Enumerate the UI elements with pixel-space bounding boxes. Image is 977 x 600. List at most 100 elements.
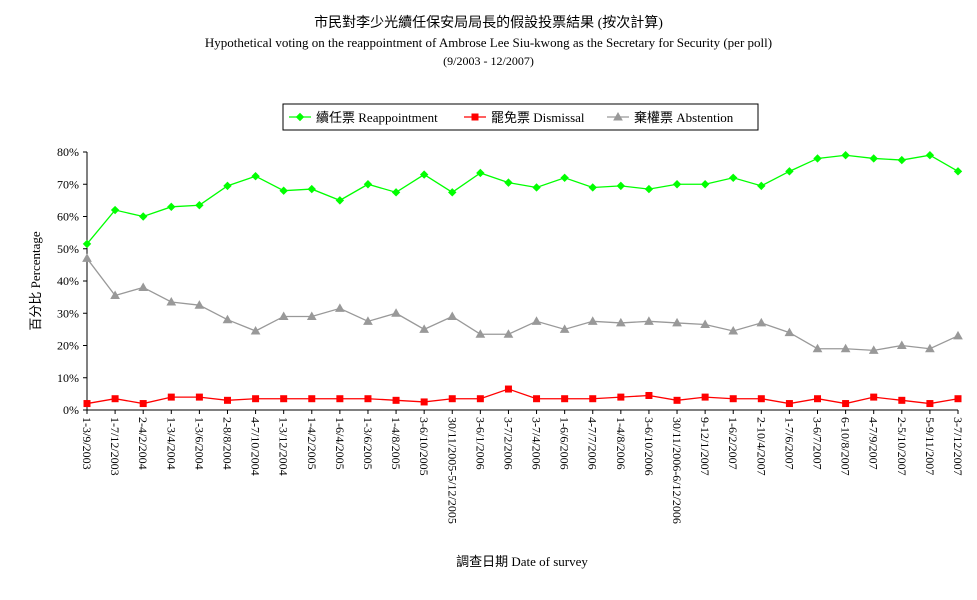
x-tick-label: 30/11/2006-6/12/2006 (670, 417, 684, 524)
data-point (250, 325, 261, 335)
data-point (167, 202, 176, 212)
x-tick-label: 3-7/4/2006 (530, 417, 544, 470)
data-point (785, 400, 793, 408)
data-point (785, 167, 794, 176)
y-tick-label: 80% (57, 145, 79, 159)
x-tick-label: 2-8/8/2004 (220, 417, 234, 470)
data-point (82, 253, 92, 262)
x-tick-label: 5-9/11/2007 (923, 417, 937, 475)
data-point (110, 290, 120, 300)
data-point (419, 324, 430, 333)
x-tick-labels: 1-3/9/2003 1-7/12/2003 2-4/2/2004 1-3/4/200… (80, 417, 965, 524)
y-tick-label: 70% (57, 177, 79, 191)
data-point (279, 186, 288, 195)
data-point (335, 303, 345, 312)
legend-entry: 續任票 Reappointment (289, 110, 438, 125)
data-point (532, 183, 541, 192)
data-point (616, 181, 626, 191)
data-point (840, 343, 851, 353)
data-point (222, 314, 233, 324)
x-tick-label: 1-7/12/2003 (108, 417, 122, 476)
data-point (391, 188, 401, 197)
series-line (86, 154, 959, 245)
legend-marker (471, 113, 479, 121)
data-point (896, 340, 907, 349)
legend-marker (295, 112, 305, 122)
data-point (700, 180, 710, 189)
data-point (673, 396, 681, 404)
x-tick-label: 3-6/7/2007 (811, 417, 825, 470)
data-point (757, 395, 765, 403)
x-tick-label: 4-7/7/2006 (586, 417, 600, 470)
series-line (86, 258, 959, 351)
data-point (645, 391, 653, 399)
x-tick-label: 3-7/2/2006 (501, 417, 515, 470)
data-point (561, 395, 569, 403)
data-point (306, 311, 317, 320)
data-point (560, 173, 569, 183)
data-point (503, 329, 514, 338)
data-point (615, 317, 626, 327)
data-point (953, 167, 963, 176)
x-tick-label: 3-7/12/2007 (951, 417, 965, 476)
legend-label: 棄權票 Abstention (634, 110, 734, 125)
x-tick-label: 4-7/10/2004 (249, 417, 263, 476)
x-tick-label: 1-3/12/2004 (277, 417, 291, 476)
chart-titles: 市民對李少光續任保安局局長的假設投票結果 (按次計算) Hypothetical… (0, 14, 977, 71)
data-point (842, 400, 850, 408)
chart-axes (83, 151, 959, 414)
data-point (392, 396, 400, 404)
chart-title: 市民對李少光續任保安局局長的假設投票結果 (按次計算) (314, 16, 663, 31)
x-tick-label: 1-6/2/2007 (726, 417, 740, 470)
series-2 (83, 385, 962, 408)
data-point (280, 395, 288, 403)
chart-period: (9/2003 - 12/2007) (443, 54, 534, 68)
data-point (756, 317, 767, 327)
x-tick-label: 1-7/6/2007 (782, 417, 796, 470)
data-point (391, 308, 401, 317)
series-1 (82, 151, 963, 249)
data-point (252, 395, 260, 403)
data-point (531, 316, 542, 325)
y-tick-label: 10% (57, 371, 79, 385)
data-point (814, 395, 822, 403)
y-tick-label: 20% (57, 339, 79, 353)
data-point (195, 393, 203, 401)
legend-label: 罷免票 Dismissal (491, 110, 585, 125)
x-tick-label: 1-4/8/2005 (389, 417, 403, 470)
y-tick-label: 50% (57, 242, 79, 256)
data-point (617, 393, 625, 401)
plot-area (82, 151, 963, 408)
data-point (83, 400, 91, 408)
series-3 (82, 253, 963, 354)
data-point (476, 395, 484, 403)
legend: 續任票 Reappointment 罷免票 Dismissal 棄權票 Absten… (282, 103, 759, 131)
data-point (841, 151, 850, 160)
data-point (757, 181, 766, 191)
y-tick-label: 30% (57, 306, 79, 320)
data-point (533, 395, 541, 403)
x-tick-label: 3-6/10/2006 (642, 417, 656, 476)
data-point (868, 345, 879, 354)
data-point (644, 316, 654, 325)
data-point (504, 385, 512, 393)
data-point (447, 311, 458, 320)
x-tick-label: 1-6/4/2005 (333, 417, 347, 470)
y-tick-labels: 0% 10% 20% 30% 40% 50% 60% 70% 80% (57, 145, 79, 417)
data-point (448, 395, 456, 403)
data-point (954, 395, 962, 403)
data-point (363, 180, 373, 189)
data-point (925, 343, 935, 353)
x-tick-label: 9-12/1/2007 (698, 417, 712, 476)
data-point (813, 154, 822, 163)
x-tick-label: 1-4/2/2005 (305, 417, 319, 470)
x-tick-label: 30/11/2005-5/12/2005 (445, 417, 459, 524)
x-tick-label: 4-7/9/2007 (867, 417, 881, 470)
data-point (251, 171, 260, 181)
x-tick-label: 3-6/10/2005 (417, 417, 431, 476)
data-point (559, 324, 570, 333)
data-point (475, 329, 486, 338)
data-point (729, 395, 737, 403)
data-point (870, 393, 878, 401)
x-tick-label: 1-3/6/2005 (361, 417, 375, 470)
